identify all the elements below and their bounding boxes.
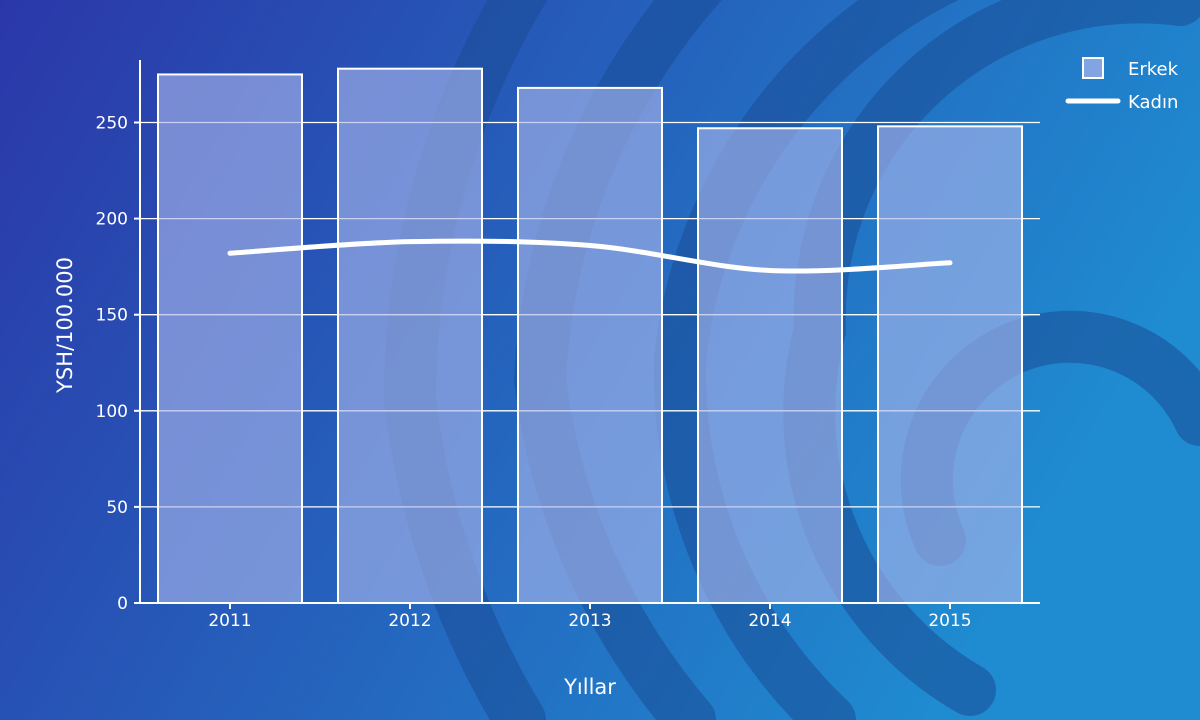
x-axis-title: Yıllar [563, 675, 616, 699]
y-axis-title: YSH/100.000 [53, 257, 77, 394]
y-tick-label-200: 200 [96, 210, 128, 230]
legend-swatch-erkek [1082, 57, 1104, 79]
y-tick-label-250: 250 [96, 114, 128, 134]
x-tick-label-2012: 2012 [388, 611, 431, 631]
x-tick-labels: 2011 2012 2013 2014 2015 [208, 611, 971, 631]
y-tick-label-150: 150 [96, 306, 128, 326]
axes [134, 60, 1040, 609]
x-tick-label-2013: 2013 [568, 611, 611, 631]
y-tick-label-100: 100 [96, 402, 128, 422]
x-tick-label-2015: 2015 [928, 611, 971, 631]
y-tick-labels: 0 50 100 150 200 250 [96, 114, 128, 615]
bar-2011 [157, 73, 303, 604]
legend: Erkek Kadın [1065, 57, 1179, 113]
bar-series-erkek [157, 67, 1023, 605]
y-tick-label-0: 0 [117, 594, 128, 614]
legend-label-kadin: Kadın [1128, 92, 1178, 113]
line-kadin [227, 238, 953, 274]
bar-2013 [517, 86, 663, 605]
bar-2015 [877, 125, 1023, 605]
bar-2014 [697, 127, 843, 605]
legend-label-erkek: Erkek [1128, 59, 1179, 80]
y-tick-label-50: 50 [106, 498, 128, 518]
x-tick-label-2014: 2014 [748, 611, 791, 631]
line-series-kadin [227, 238, 953, 274]
x-tick-label-2011: 2011 [208, 611, 251, 631]
bar-2012 [337, 67, 483, 604]
